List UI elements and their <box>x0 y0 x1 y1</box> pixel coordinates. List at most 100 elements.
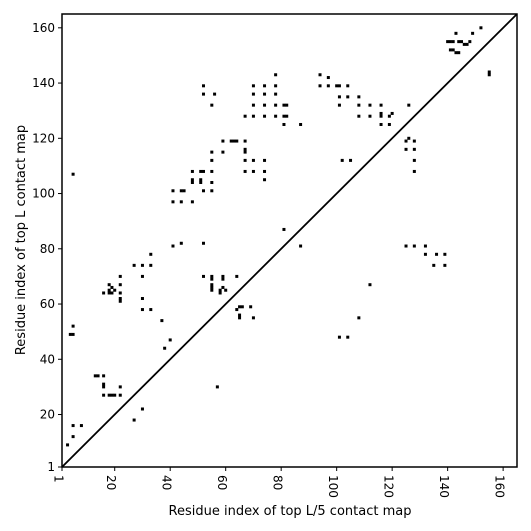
diagonal-line <box>61 13 518 468</box>
contact-point <box>435 252 439 256</box>
contact-point <box>404 139 408 143</box>
contact-point <box>454 51 458 55</box>
contact-point <box>457 40 461 44</box>
contact-point <box>318 73 322 77</box>
contact-point <box>468 40 472 44</box>
plot-frame <box>61 13 518 468</box>
contact-point <box>210 277 214 281</box>
contact-point <box>71 172 75 176</box>
contact-point <box>79 424 83 428</box>
contact-point <box>451 40 455 44</box>
x-tick-label: 40 <box>160 475 174 490</box>
contact-point <box>190 180 194 184</box>
y-tick-label: 80 <box>40 242 55 256</box>
contact-point <box>357 103 361 107</box>
contact-point <box>357 95 361 99</box>
contact-point <box>102 393 106 397</box>
contact-point <box>140 274 144 278</box>
contact-point <box>221 274 225 278</box>
contact-point <box>243 139 247 143</box>
contact-point <box>448 48 452 52</box>
contact-point <box>404 244 408 248</box>
contact-point <box>471 31 475 35</box>
contact-point <box>335 84 339 88</box>
contact-point <box>238 313 242 317</box>
contact-point <box>282 103 286 107</box>
contact-point <box>412 169 416 173</box>
contact-point <box>199 169 203 173</box>
contact-point <box>357 316 361 320</box>
contact-point <box>251 114 255 118</box>
contact-point <box>118 297 122 301</box>
x-tick-label: 80 <box>271 475 285 490</box>
contact-point <box>326 84 330 88</box>
contact-point <box>210 288 214 292</box>
contact-point <box>113 288 117 292</box>
contact-point <box>118 274 122 278</box>
contact-point <box>232 139 236 143</box>
contact-point <box>149 252 153 256</box>
contact-point <box>238 305 242 309</box>
contact-point <box>263 84 267 88</box>
contact-point <box>390 111 394 115</box>
contact-point <box>199 178 203 182</box>
contact-point <box>404 147 408 151</box>
contact-point <box>102 382 106 386</box>
contact-point <box>263 178 267 182</box>
y-tick-label: 60 <box>40 297 55 311</box>
contact-point <box>282 122 286 126</box>
contact-point <box>168 338 172 342</box>
contact-point <box>210 283 214 287</box>
contact-point <box>299 244 303 248</box>
y-tick-label: 140 <box>32 76 55 90</box>
contact-point <box>140 407 144 411</box>
contact-point <box>107 291 111 295</box>
contact-point <box>160 319 164 323</box>
contact-point <box>210 285 214 289</box>
contact-point <box>243 158 247 162</box>
contact-point <box>140 308 144 312</box>
contact-point <box>387 122 391 126</box>
contact-point <box>235 139 239 143</box>
contact-point <box>149 308 153 312</box>
contact-point <box>243 147 247 151</box>
contact-point <box>171 200 175 204</box>
contact-point <box>140 297 144 301</box>
contact-point <box>201 169 205 173</box>
contact-point <box>251 158 255 162</box>
contact-point <box>190 200 194 204</box>
contact-point <box>110 291 114 295</box>
contact-point <box>263 92 267 96</box>
contact-point <box>179 200 183 204</box>
contact-point <box>107 288 111 292</box>
contact-point <box>102 374 106 378</box>
contact-point <box>201 189 205 193</box>
contact-point <box>218 291 222 295</box>
contact-point <box>132 418 136 422</box>
contact-point <box>460 40 464 44</box>
contact-point <box>221 150 225 154</box>
contact-point <box>71 435 75 439</box>
contact-point <box>218 288 222 292</box>
contact-point <box>412 158 416 162</box>
contact-point <box>240 305 244 309</box>
contact-point <box>251 92 255 96</box>
x-tick-label: 120 <box>382 475 396 498</box>
contact-point <box>263 158 267 162</box>
contact-point <box>238 316 242 320</box>
contact-point <box>107 283 111 287</box>
contact-point <box>68 332 72 336</box>
contact-point <box>221 277 225 281</box>
contact-point <box>379 103 383 107</box>
contact-point <box>163 346 167 350</box>
contact-point <box>487 73 491 77</box>
contact-point <box>243 169 247 173</box>
contact-point <box>337 103 341 107</box>
contact-point <box>423 252 427 256</box>
contact-point <box>201 92 205 96</box>
contact-point <box>274 92 278 96</box>
contact-point <box>423 244 427 248</box>
y-axis-title: Residue index of top L contact map <box>14 125 29 355</box>
contact-point <box>387 114 391 118</box>
